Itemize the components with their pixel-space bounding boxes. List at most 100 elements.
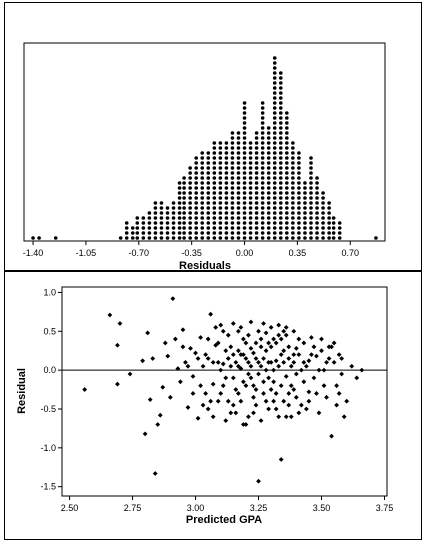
dot (147, 231, 152, 235)
dot (291, 221, 295, 225)
dotplot-x-tick-label: 0.35 (289, 248, 307, 258)
dot (124, 226, 129, 230)
dot (159, 206, 164, 210)
dot (254, 161, 259, 165)
dot (218, 236, 223, 240)
scatter-point (316, 367, 322, 373)
dot (177, 196, 182, 200)
dot (182, 206, 186, 210)
dot (297, 201, 301, 205)
dotplot-dots (31, 56, 378, 240)
dot (242, 206, 247, 210)
dot (242, 181, 247, 185)
dot (124, 231, 129, 235)
dot (266, 176, 271, 180)
dot (266, 231, 271, 235)
dot (278, 201, 283, 205)
dotplot-plot-area (23, 42, 386, 242)
dot (188, 211, 192, 215)
dot (218, 231, 223, 235)
dot (188, 231, 192, 235)
dot (230, 211, 235, 215)
dot (236, 236, 241, 240)
dot (272, 71, 277, 75)
dot (230, 196, 235, 200)
dot (188, 226, 192, 230)
scatter-point (326, 356, 332, 361)
dot (248, 191, 253, 195)
scatter-point (178, 379, 183, 385)
dot (242, 176, 247, 180)
scatter-point (344, 398, 350, 404)
dot (200, 221, 205, 225)
dot (230, 136, 235, 140)
scatter-point (190, 391, 196, 396)
scatter-point (140, 358, 146, 364)
dot (212, 151, 217, 155)
dot (206, 176, 211, 180)
dot (224, 156, 229, 160)
scatter-point (248, 363, 254, 369)
scatter-point (180, 344, 186, 350)
dot (206, 161, 211, 165)
dot (303, 191, 307, 195)
dot (206, 226, 211, 230)
dot (218, 156, 223, 160)
dot (266, 206, 271, 210)
dot (272, 221, 277, 225)
dot (236, 141, 241, 145)
dot (260, 196, 265, 200)
scatter-point (193, 350, 198, 356)
scatter-point (205, 336, 211, 342)
scatter-point (339, 371, 345, 377)
dot (315, 216, 319, 220)
scatter-point (281, 348, 287, 354)
dot (224, 166, 229, 170)
scatter-point (203, 391, 209, 396)
panel-divider (4, 270, 422, 272)
dot (285, 181, 289, 185)
dot (177, 221, 182, 225)
dotplot-residuals-chart: -1.40 -1.05 -0.70 -0.35 0.00 0.35 0.70 Residua… (23, 42, 386, 272)
dot (278, 121, 283, 125)
dot (182, 211, 186, 215)
dot (188, 236, 192, 240)
dot (260, 201, 265, 205)
dot (206, 206, 211, 210)
scatter-point (107, 312, 113, 318)
dot (266, 141, 271, 145)
dot (254, 141, 259, 145)
dot (242, 131, 247, 135)
scatter-point (251, 383, 256, 389)
dot (194, 226, 198, 230)
dot (147, 221, 152, 225)
dot (285, 206, 289, 210)
scatter-point (215, 398, 221, 404)
dot (278, 141, 283, 145)
scatter-point (316, 410, 322, 416)
dot (230, 151, 235, 155)
scatter-y-tick-label: -1.0 (40, 443, 56, 453)
dot (337, 221, 342, 225)
dot (260, 166, 265, 170)
dot (200, 151, 205, 155)
dot (285, 236, 289, 240)
scatter-point (225, 332, 231, 338)
dot (315, 231, 319, 235)
dot (194, 231, 198, 235)
dot (141, 216, 146, 220)
scatter-y-tick-label: 1.0 (43, 287, 56, 297)
dot (260, 221, 265, 225)
dot (212, 181, 217, 185)
dot (266, 161, 271, 165)
dot (266, 126, 271, 130)
dotplot-x-ticks: -1.40 -1.05 -0.70 -0.35 0.00 0.35 0.70 (23, 241, 359, 258)
dot (230, 226, 235, 230)
dot (236, 176, 241, 180)
dot (285, 191, 289, 195)
dot (254, 206, 259, 210)
dot (248, 201, 253, 205)
dot (218, 171, 223, 175)
scatter-point (261, 391, 266, 396)
scatter-point (349, 363, 355, 369)
